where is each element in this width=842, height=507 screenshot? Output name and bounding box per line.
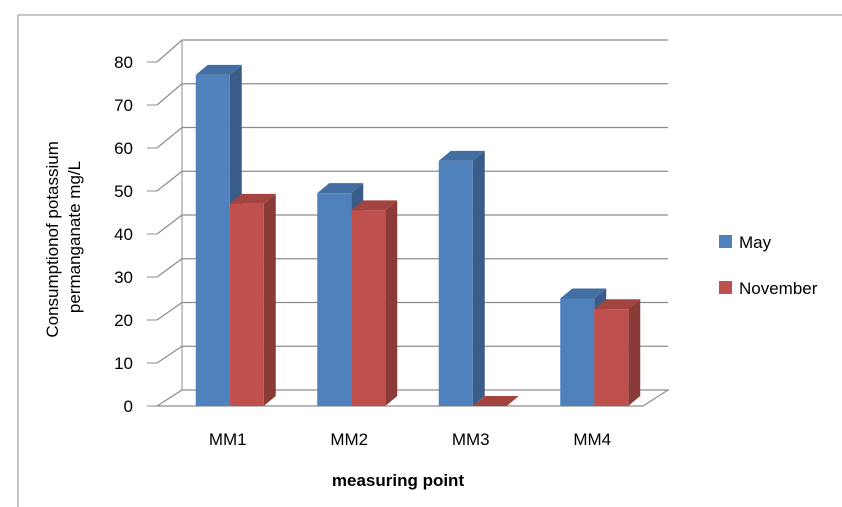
y-tick-label: 60: [114, 139, 133, 158]
bar-front: [560, 298, 595, 406]
bar-may-mm3: [438, 150, 485, 406]
bar-front: [594, 309, 629, 406]
legend-swatch-may: [719, 235, 732, 248]
bar-side: [472, 150, 485, 406]
gridline-side: [156, 83, 183, 106]
y-tick-label: 50: [114, 182, 133, 201]
gridline-side: [156, 258, 183, 278]
gridline-side: [156, 170, 183, 192]
y-axis-title-line-1: Consumptionof potassium: [43, 141, 62, 338]
bar-side: [385, 200, 398, 406]
bar-front: [317, 193, 352, 406]
bar-top: [317, 183, 364, 194]
y-tick-label: 40: [114, 225, 133, 244]
bar-top: [594, 299, 641, 310]
legend-label-november: November: [739, 279, 818, 298]
bar-november-mm3: [472, 396, 519, 406]
legend-swatch-november: [719, 281, 732, 294]
bar-top: [351, 200, 398, 211]
bar-front: [195, 74, 230, 407]
bar-side: [263, 193, 276, 406]
x-tick-label: MM2: [330, 430, 368, 449]
bar-front: [438, 160, 473, 406]
bar-november-mm1: [229, 193, 276, 406]
bar-top: [472, 396, 519, 406]
y-tick-label: 20: [114, 311, 133, 330]
bar-november-mm4: [594, 299, 641, 406]
y-axis-title-line-2: permanganate mg/L: [65, 161, 84, 313]
x-tick-labels: MM1 MM2 MM3 MM4: [209, 430, 611, 449]
bar-top: [438, 150, 485, 161]
bar-side: [628, 299, 641, 406]
y-tick-label: 70: [114, 96, 133, 115]
x-axis-title: measuring point: [332, 471, 465, 490]
bar-top: [560, 288, 607, 299]
bars: [195, 64, 641, 407]
y-tick-label: 0: [124, 397, 133, 416]
bar-front: [229, 203, 264, 406]
y-tick-label: 10: [114, 354, 133, 373]
x-tick-label: MM4: [573, 430, 611, 449]
gridline-side: [156, 127, 183, 149]
y-tick-labels: 0 10 20 30 40 50 60 70 80: [114, 53, 157, 416]
gridline-side: [156, 39, 183, 63]
y-axis-title: Consumptionof potassium permanganate mg/…: [43, 136, 84, 337]
y-tick-label: 80: [114, 53, 133, 72]
x-tick-label: MM3: [452, 430, 490, 449]
legend: May November: [719, 233, 818, 298]
gridline-side: [156, 302, 183, 321]
x-tick-label: MM1: [209, 430, 247, 449]
bar-top: [195, 64, 242, 75]
gridline-side: [156, 214, 183, 235]
gridline-side: [156, 345, 183, 364]
y-tick-label: 30: [114, 268, 133, 287]
legend-label-may: May: [739, 233, 772, 252]
bar-top: [229, 193, 276, 204]
bar-november-mm2: [351, 200, 398, 406]
bar-front: [351, 210, 386, 406]
